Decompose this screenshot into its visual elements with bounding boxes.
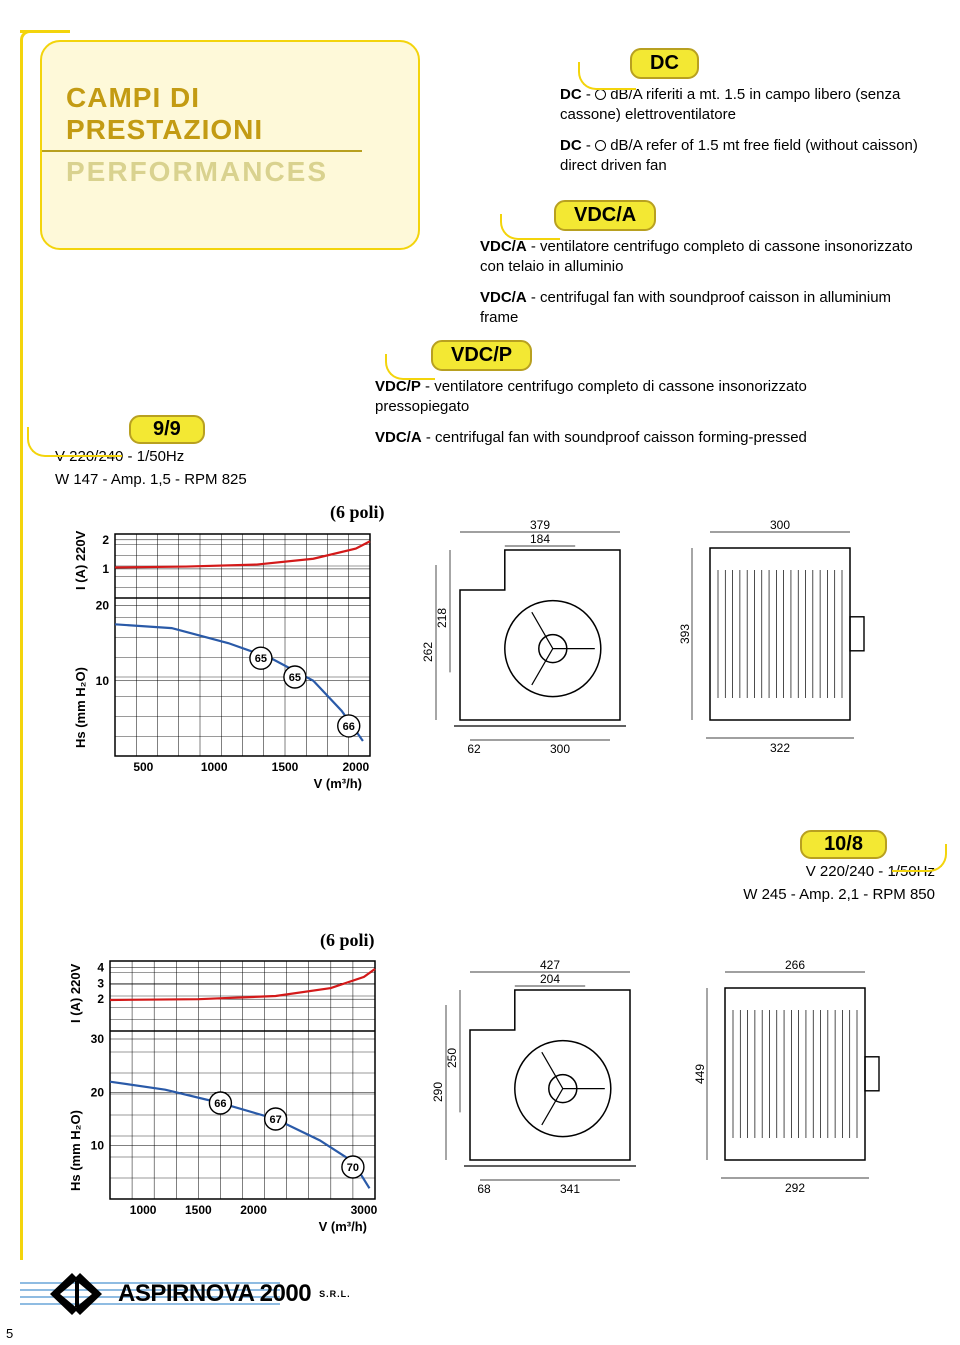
drawing-108-front: 427204 290250 341 68 — [430, 960, 655, 1220]
hook-icon — [578, 62, 636, 90]
svg-text:Hs (mm H₂O): Hs (mm H₂O) — [68, 1110, 83, 1191]
title-box: CAMPI DI PRESTAZIONI PERFORMANCES — [40, 40, 420, 250]
vdcp-tag: VDC/P — [431, 340, 532, 371]
brand-name: ASPIRNOVA 2000 — [118, 1280, 311, 1308]
footer-logo: ASPIRNOVA 2000 S.R.L. — [50, 1273, 351, 1315]
circle-icon — [595, 140, 606, 151]
svg-text:1: 1 — [102, 562, 109, 576]
svg-text:1000: 1000 — [130, 1203, 157, 1217]
title-en: PERFORMANCES — [66, 156, 394, 188]
model-108-spec2: W 245 - Amp. 2,1 - RPM 850 — [695, 885, 935, 905]
svg-text:266: 266 — [785, 960, 805, 972]
svg-text:V (m³/h): V (m³/h) — [319, 1219, 367, 1234]
svg-text:68: 68 — [477, 1182, 491, 1196]
svg-text:65: 65 — [289, 672, 301, 684]
svg-text:67: 67 — [270, 1114, 282, 1126]
svg-text:427: 427 — [540, 960, 560, 972]
svg-text:10: 10 — [91, 1139, 105, 1153]
svg-text:65: 65 — [255, 653, 267, 665]
drawing-108-side: 266 449 292 — [695, 960, 895, 1220]
model-108: 10/8 V 220/240 - 1/50Hz W 245 - Amp. 2,1… — [695, 830, 935, 906]
svg-text:3: 3 — [97, 976, 104, 990]
svg-text:379: 379 — [530, 520, 550, 532]
title-underline — [42, 150, 362, 152]
chart-108: 1000 1500 2000 3000 V (m³/h) 2 3 4 10 20 30 I (A) 2… — [55, 955, 395, 1245]
svg-text:500: 500 — [133, 760, 153, 774]
svg-text:Hs (mm H₂O): Hs (mm H₂O) — [73, 667, 88, 748]
model-99: 9/9 V 220/240 - 1/50Hz W 147 - Amp. 1,5 … — [55, 415, 315, 491]
svg-text:184: 184 — [530, 532, 550, 546]
def-vdcp: VDC/P VDC/P - ventilatore centrifugo com… — [375, 340, 900, 448]
hook-icon — [892, 844, 947, 872]
svg-text:2: 2 — [97, 992, 104, 1006]
svg-text:10: 10 — [96, 674, 110, 688]
svg-text:300: 300 — [770, 520, 790, 532]
svg-text:1500: 1500 — [185, 1203, 212, 1217]
svg-text:20: 20 — [91, 1085, 105, 1099]
drawing-99-front: 379184 262218 300 62 — [420, 520, 645, 780]
chart-99: 500 1000 1500 2000 V (m³/h) 1 2 10 20 I (A) 220V H… — [60, 528, 390, 800]
svg-text:I (A) 220V: I (A) 220V — [73, 530, 88, 590]
model-99-tag: 9/9 — [129, 415, 205, 444]
poli-99: (6 poli) — [330, 502, 385, 523]
svg-text:I (A) 220V: I (A) 220V — [68, 963, 83, 1023]
dc-tag: DC — [630, 48, 699, 79]
drawing-99-side: 300 393 322 — [680, 520, 890, 780]
vdca-text-en: VDC/A - centrifugal fan with soundproof … — [480, 288, 930, 329]
svg-text:3000: 3000 — [351, 1203, 378, 1217]
svg-text:1500: 1500 — [272, 760, 299, 774]
svg-text:2: 2 — [102, 533, 109, 547]
brand-suffix: S.R.L. — [319, 1289, 351, 1299]
svg-text:4: 4 — [97, 960, 104, 974]
svg-text:66: 66 — [343, 721, 355, 733]
vdcp-text-en: VDC/A - centrifugal fan with soundproof … — [375, 428, 900, 448]
hook-icon — [385, 354, 435, 380]
svg-text:393: 393 — [680, 624, 692, 644]
svg-text:292: 292 — [785, 1181, 805, 1195]
hook-icon — [500, 214, 560, 240]
dc-text-en: DC - dB/A refer of 1.5 mt free field (wi… — [560, 136, 930, 177]
svg-text:300: 300 — [550, 742, 570, 756]
svg-text:218: 218 — [435, 608, 449, 628]
svg-text:1000: 1000 — [201, 760, 228, 774]
page-bracket — [20, 30, 30, 1260]
page-bracket-top — [20, 30, 70, 33]
logo-icon — [50, 1273, 110, 1315]
svg-text:2000: 2000 — [240, 1203, 267, 1217]
vdcp-text-it: VDC/P - ventilatore centrifugo completo … — [375, 377, 900, 418]
model-99-spec2: W 147 - Amp. 1,5 - RPM 825 — [55, 470, 315, 490]
svg-text:62: 62 — [467, 742, 481, 756]
vdca-text-it: VDC/A - ventilatore centrifugo completo … — [480, 237, 930, 278]
svg-text:66: 66 — [214, 1098, 226, 1110]
svg-text:30: 30 — [91, 1032, 105, 1046]
svg-text:322: 322 — [770, 741, 790, 755]
page-number: 5 — [6, 1326, 13, 1341]
hook-icon — [27, 427, 122, 457]
svg-text:290: 290 — [431, 1082, 445, 1102]
svg-text:V (m³/h): V (m³/h) — [314, 776, 362, 791]
circle-icon — [595, 89, 606, 100]
svg-text:250: 250 — [445, 1048, 459, 1068]
svg-text:449: 449 — [695, 1064, 707, 1084]
vdca-tag: VDC/A — [554, 200, 656, 231]
dc-text-it: DC - dB/A riferiti a mt. 1.5 in campo li… — [560, 85, 930, 126]
svg-text:70: 70 — [347, 1162, 359, 1174]
svg-text:262: 262 — [421, 642, 435, 662]
model-108-tag: 10/8 — [800, 830, 887, 859]
title-it: CAMPI DI PRESTAZIONI — [66, 82, 394, 146]
svg-text:204: 204 — [540, 972, 560, 986]
svg-text:2000: 2000 — [342, 760, 369, 774]
svg-text:341: 341 — [560, 1182, 580, 1196]
poli-108: (6 poli) — [320, 930, 375, 951]
def-vdca: VDC/A VDC/A - ventilatore centrifugo com… — [480, 200, 930, 328]
svg-text:20: 20 — [96, 599, 110, 613]
def-dc: DC DC - dB/A riferiti a mt. 1.5 in campo… — [560, 48, 930, 176]
